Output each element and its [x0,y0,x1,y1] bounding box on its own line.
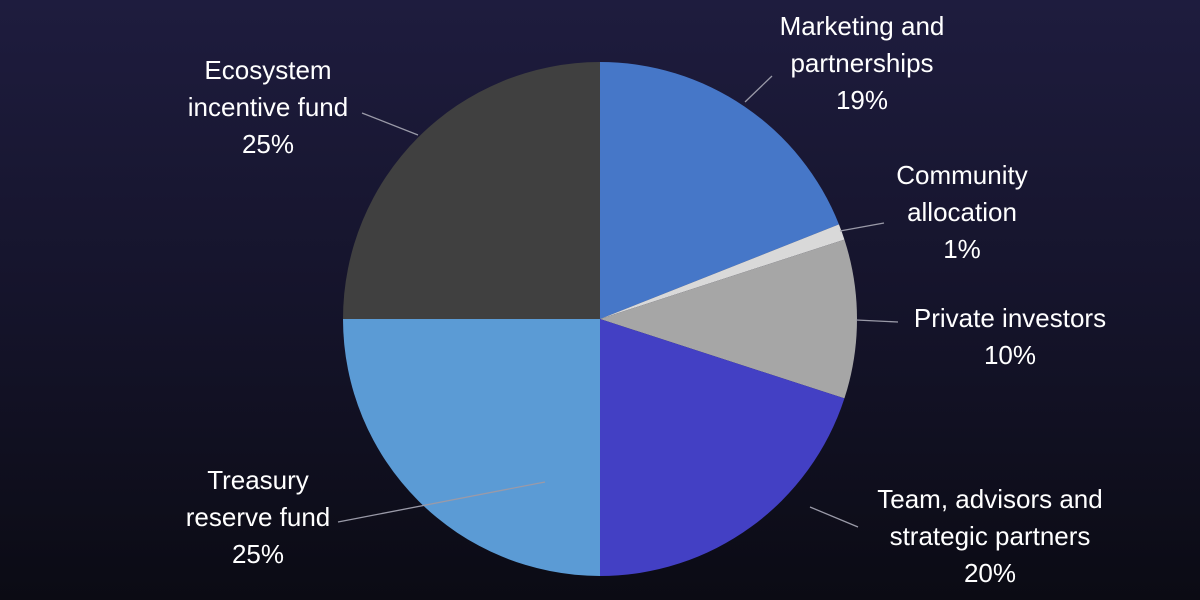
pie-slice [600,62,839,319]
value-label: 25% [231,539,285,569]
leader-line [839,222,885,232]
slice-label: Ecosystem incentive fund 25% [163,52,373,163]
pie-slice [600,239,857,399]
category-label: Team, advisors and strategic partners [877,484,1103,551]
value-label: 10% [983,340,1037,370]
slice-label: Private investors 10% [880,300,1140,374]
leader-line [809,506,859,528]
leader-line [744,75,773,103]
slice-label: Treasury reserve fund 25% [163,462,353,573]
slice-label: Community allocation 1% [872,157,1052,268]
category-label: Ecosystem incentive fund [187,55,349,122]
category-label: Community allocation [896,160,1028,227]
pie-slice [600,319,845,576]
leader-line [337,481,546,523]
pie-slice [343,319,600,576]
value-label: 1% [943,234,981,264]
leader-line [855,319,899,323]
pie-slice [600,224,845,319]
category-label: Marketing and partnerships [779,11,945,78]
value-label: 20% [963,558,1017,588]
pie-slice [343,62,600,319]
category-label: Treasury reserve fund [185,465,331,532]
slice-label: Marketing and partnerships 19% [757,8,967,119]
leader-line [361,112,419,136]
value-label: 25% [241,129,295,159]
value-label: 19% [835,85,889,115]
category-label: Private investors [913,303,1107,333]
slice-label: Team, advisors and strategic partners 20% [850,481,1130,592]
